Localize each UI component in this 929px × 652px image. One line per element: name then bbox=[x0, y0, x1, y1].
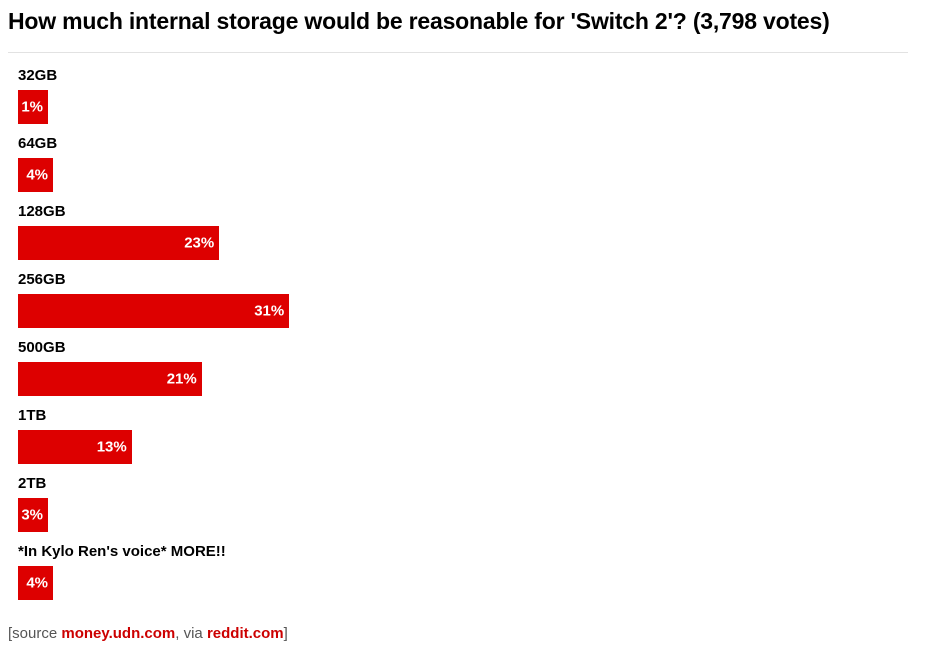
chart-title: How much internal storage would be reaso… bbox=[8, 8, 830, 34]
source-prefix: [source bbox=[8, 625, 62, 642]
poll-option-label: 256GB bbox=[18, 271, 66, 288]
poll-results: 32GB 1% 64GB 4% 128GB 23% 256GB 31% 500GB 21% 1TB 1… bbox=[18, 67, 898, 611]
poll-option-row: *In Kylo Ren's voice* MORE!! 4% bbox=[18, 543, 898, 611]
poll-option-label: 128GB bbox=[18, 203, 66, 220]
poll-option-row: 1TB 13% bbox=[18, 407, 898, 475]
poll-option-row: 32GB 1% bbox=[18, 67, 898, 135]
source-link-reddit[interactable]: reddit.com bbox=[206, 625, 284, 642]
poll-bar-value: 21% bbox=[166, 370, 197, 388]
source-line: [source money.udn.com, via reddit.com] bbox=[8, 625, 288, 642]
poll-option-row: 500GB 21% bbox=[18, 339, 898, 407]
poll-bar: 13% bbox=[18, 430, 132, 464]
poll-option-label: 64GB bbox=[18, 135, 58, 152]
poll-bar: 4% bbox=[18, 566, 53, 600]
poll-bar-value: 23% bbox=[184, 234, 215, 252]
poll-bar-value: 4% bbox=[26, 166, 48, 184]
poll-option-row: 128GB 23% bbox=[18, 203, 898, 271]
poll-option-label: 2TB bbox=[18, 475, 47, 492]
poll-bar-value: 1% bbox=[21, 98, 43, 116]
poll-bar: 21% bbox=[18, 362, 202, 396]
poll-option-label: 500GB bbox=[18, 339, 66, 356]
source-suffix: ] bbox=[283, 625, 288, 642]
poll-bar: 3% bbox=[18, 498, 48, 532]
poll-bar-value: 4% bbox=[26, 574, 48, 592]
poll-bar: 23% bbox=[18, 226, 220, 260]
source-link-udn[interactable]: money.udn.com bbox=[61, 625, 176, 642]
poll-bar-value: 31% bbox=[254, 302, 285, 320]
poll-bar: 31% bbox=[18, 294, 290, 328]
poll-option-row: 256GB 31% bbox=[18, 271, 898, 339]
poll-option-label: *In Kylo Ren's voice* MORE!! bbox=[18, 543, 226, 560]
poll-bar-value: 3% bbox=[21, 506, 43, 524]
poll-option-row: 2TB 3% bbox=[18, 475, 898, 543]
source-middle: , via bbox=[175, 625, 207, 642]
title-divider bbox=[8, 52, 908, 53]
poll-bar-value: 13% bbox=[96, 438, 127, 456]
poll-bar: 4% bbox=[18, 158, 53, 192]
poll-option-label: 1TB bbox=[18, 407, 47, 424]
poll-bar: 1% bbox=[18, 90, 48, 124]
poll-option-label: 32GB bbox=[18, 67, 58, 84]
poll-option-row: 64GB 4% bbox=[18, 135, 898, 203]
